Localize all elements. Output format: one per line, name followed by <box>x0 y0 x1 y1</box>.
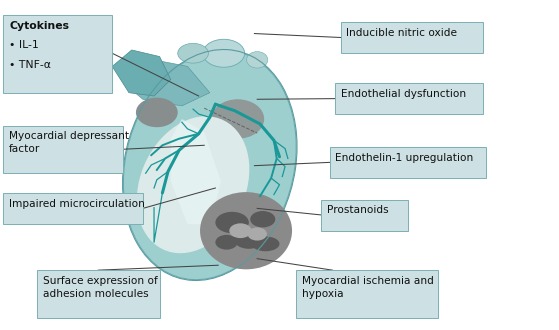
Polygon shape <box>124 60 210 106</box>
Ellipse shape <box>215 212 249 233</box>
FancyBboxPatch shape <box>3 16 112 93</box>
Text: Endothelin-1 upregulation: Endothelin-1 upregulation <box>335 153 473 163</box>
FancyBboxPatch shape <box>296 270 438 318</box>
Ellipse shape <box>215 235 238 249</box>
Text: Surface expression of
adhesion molecules: Surface expression of adhesion molecules <box>42 276 157 299</box>
FancyBboxPatch shape <box>37 270 160 318</box>
FancyBboxPatch shape <box>3 126 124 173</box>
Text: • TNF-α: • TNF-α <box>9 59 51 70</box>
FancyBboxPatch shape <box>321 200 408 231</box>
Ellipse shape <box>203 39 245 67</box>
Ellipse shape <box>234 229 264 249</box>
Text: Inducible nitric oxide: Inducible nitric oxide <box>347 28 457 38</box>
Text: Myocardial depressant
factor: Myocardial depressant factor <box>9 131 129 154</box>
Text: • IL-1: • IL-1 <box>9 41 39 50</box>
Ellipse shape <box>252 237 280 251</box>
Text: Impaired microcirculation: Impaired microcirculation <box>9 199 145 209</box>
Ellipse shape <box>137 116 249 253</box>
FancyBboxPatch shape <box>3 193 143 224</box>
Ellipse shape <box>250 211 276 227</box>
Ellipse shape <box>211 99 264 139</box>
FancyBboxPatch shape <box>341 22 483 53</box>
Ellipse shape <box>124 50 296 280</box>
Text: Prostanoids: Prostanoids <box>327 205 389 215</box>
Ellipse shape <box>200 192 292 269</box>
Ellipse shape <box>178 44 209 63</box>
Text: Myocardial ischemia and
hypoxia: Myocardial ischemia and hypoxia <box>302 276 434 299</box>
FancyBboxPatch shape <box>335 83 483 114</box>
Ellipse shape <box>136 98 178 127</box>
Ellipse shape <box>248 227 267 241</box>
Ellipse shape <box>247 51 268 68</box>
Polygon shape <box>170 119 221 224</box>
Ellipse shape <box>229 223 252 238</box>
Text: Cytokines: Cytokines <box>9 21 69 31</box>
Text: Endothelial dysfunction: Endothelial dysfunction <box>341 89 466 99</box>
FancyBboxPatch shape <box>330 147 486 178</box>
Polygon shape <box>112 50 170 96</box>
